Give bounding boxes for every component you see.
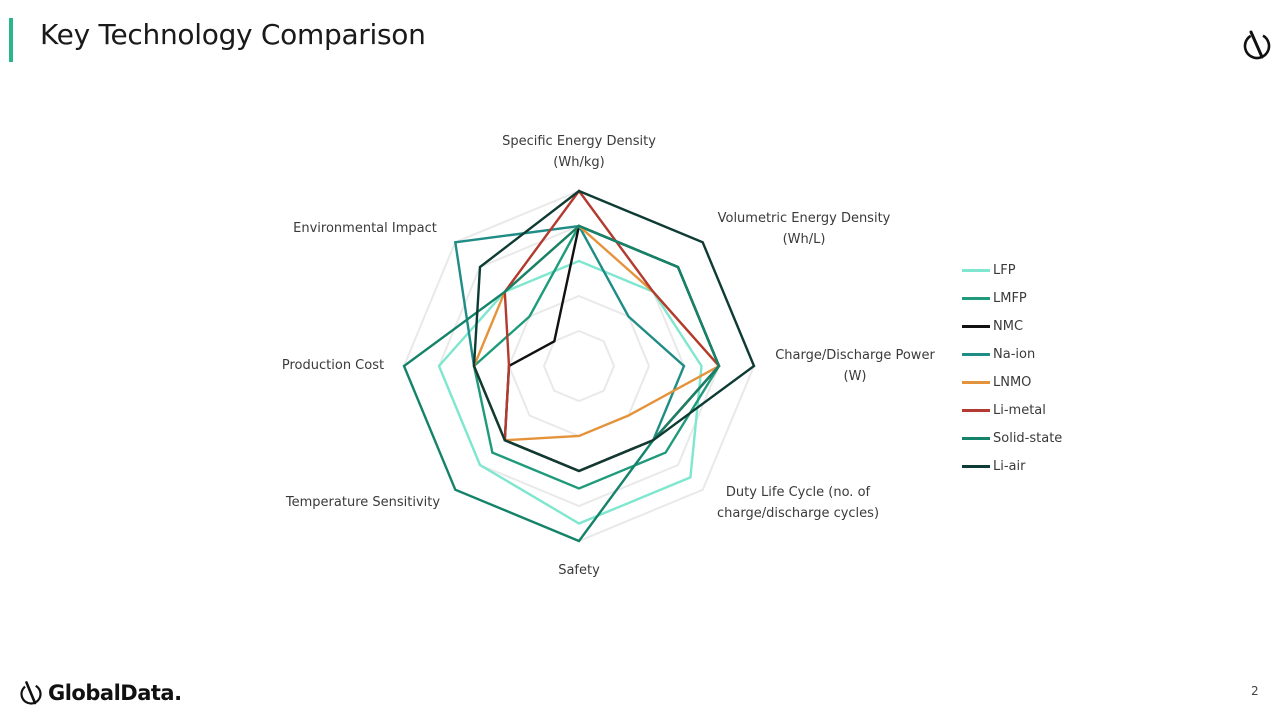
series-line-lmfp <box>472 224 721 490</box>
legend-swatch <box>962 324 990 328</box>
legend-label: Li-air <box>993 458 1026 474</box>
grid-ring <box>542 329 616 403</box>
legend-label: NMC <box>993 318 1024 334</box>
legend-swatch <box>962 408 990 412</box>
globaldata-logo-icon <box>20 681 42 705</box>
legend-item: Solid-state <box>962 424 1102 452</box>
series-line-lfp <box>437 259 703 525</box>
axis-label: Production Cost <box>282 358 384 373</box>
page-title: Key Technology Comparison <box>40 18 426 51</box>
axis-label: Environmental Impact <box>293 221 437 236</box>
legend-label: Na-ion <box>993 346 1036 362</box>
legend-item: LFP <box>962 256 1102 284</box>
axis-label: Duty Life Cycle (no. of charge/discharge … <box>717 485 879 521</box>
legend-label: Solid-state <box>993 430 1063 446</box>
legend-label: Li-metal <box>993 402 1046 418</box>
legend-label: LFP <box>993 262 1016 278</box>
legend-swatch <box>962 268 990 272</box>
axis-label: Temperature Sensitivity <box>285 495 440 510</box>
legend-swatch <box>962 380 990 384</box>
series-line-li-metal <box>503 188 721 473</box>
globaldata-logo-icon <box>1243 30 1271 60</box>
legend-swatch <box>962 296 990 300</box>
axis-label: Charge/Discharge Power (W) <box>775 348 935 384</box>
axis-label: Safety <box>558 563 600 578</box>
axis-label: Specific Energy Density (Wh/kg) <box>502 134 656 170</box>
legend-swatch <box>962 436 990 440</box>
brand: GlobalData. <box>18 680 182 706</box>
series-line-li-air <box>472 189 756 473</box>
legend-label: LMFP <box>993 290 1027 306</box>
legend-item: LNMO <box>962 368 1102 396</box>
chart-legend: LFP LMFP NMC Na-ion LNMO Li-metal Solid-state L… <box>962 256 1102 480</box>
legend-item: Li-metal <box>962 396 1102 424</box>
axis-label: Volumetric Energy Density (Wh/L) <box>718 211 891 247</box>
legend-label: LNMO <box>993 374 1032 390</box>
legend-swatch <box>962 352 990 356</box>
legend-item: LMFP <box>962 284 1102 312</box>
title-accent-bar <box>9 18 13 62</box>
legend-item: NMC <box>962 312 1102 340</box>
series-line-solid-state <box>402 224 721 543</box>
brand-name: GlobalData. <box>48 681 182 705</box>
legend-swatch <box>962 464 990 468</box>
legend-item: Li-air <box>962 452 1102 480</box>
legend-item: Na-ion <box>962 340 1102 368</box>
page-number: 2 <box>1251 684 1259 698</box>
